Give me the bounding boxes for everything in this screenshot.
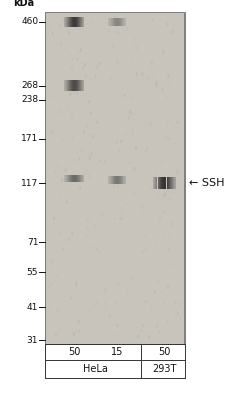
Text: 55: 55 [27, 268, 38, 277]
Text: 460: 460 [21, 17, 38, 26]
Text: HeLa: HeLa [83, 364, 108, 374]
Text: 238: 238 [21, 95, 38, 104]
Text: 50: 50 [158, 347, 171, 357]
Text: kDa: kDa [14, 0, 35, 8]
Text: 31: 31 [27, 336, 38, 345]
Text: 71: 71 [27, 238, 38, 247]
Text: 41: 41 [27, 303, 38, 312]
Text: ← SSH1: ← SSH1 [189, 178, 225, 188]
Text: 293T: 293T [152, 364, 176, 374]
Text: 50: 50 [68, 347, 81, 357]
Text: 117: 117 [21, 179, 38, 188]
Text: 268: 268 [21, 81, 38, 90]
Text: 15: 15 [111, 347, 123, 357]
Text: 171: 171 [21, 134, 38, 143]
